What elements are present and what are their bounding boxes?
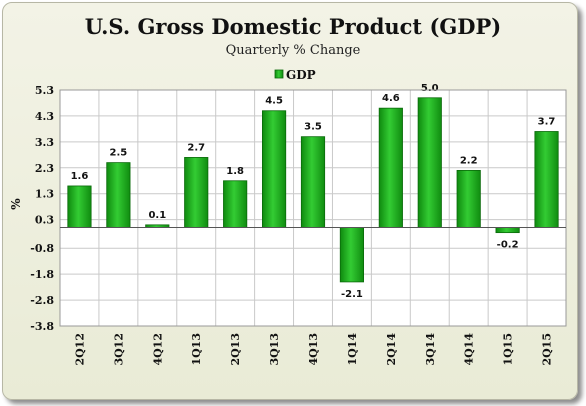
data-label: 4.6 [382, 93, 400, 104]
y-tick-label: -2.8 [30, 294, 54, 307]
x-tick-label: 4Q14 [463, 333, 476, 366]
data-label: 3.7 [538, 116, 556, 127]
data-label: 4.5 [265, 96, 283, 107]
bar-2Q15 [534, 131, 559, 228]
bar-1Q14 [339, 227, 365, 283]
data-label: 0.1 [148, 210, 166, 221]
data-label: -0.2 [497, 240, 519, 251]
data-label: 1.8 [226, 166, 244, 177]
plot-border [59, 89, 567, 327]
y-tick-label: 3.3 [35, 136, 54, 149]
legend-swatch-gdp [274, 69, 284, 79]
x-tick-label: 4Q13 [307, 333, 320, 366]
data-label: 2.7 [187, 142, 205, 153]
y-tick-label: -1.8 [30, 268, 54, 281]
x-tick-label: 1Q15 [502, 333, 515, 366]
data-label: 2.2 [460, 155, 478, 166]
bar-3Q13 [261, 110, 287, 228]
chart-subtitle: Quarterly % Change [225, 43, 361, 58]
bar-2Q13 [223, 180, 248, 228]
x-tick-label: 2Q12 [73, 333, 86, 366]
y-tick-label: 1.3 [35, 188, 54, 201]
axes: 5.3 4.3 3.3 2.3 1.3 0.3 -0.8 -1.8 -2.8 -3.8 2Q12 3Q… [30, 84, 567, 366]
bar-3Q12 [106, 162, 131, 228]
x-tick-label: 2Q13 [229, 333, 242, 366]
chart-title: U.S. Gross Domestic Product (GDP) [84, 14, 502, 39]
bar-1Q13 [184, 157, 209, 228]
y-tick-label: 4.3 [35, 110, 54, 123]
x-tick-label: 1Q14 [346, 333, 359, 366]
data-label: 2.5 [110, 148, 128, 159]
x-tick-label: 2Q14 [385, 333, 398, 366]
data-label: 5.0 [421, 83, 439, 94]
bar-4Q14 [456, 169, 481, 228]
y-tick-label: 5.3 [35, 84, 54, 97]
y-tick-label: -0.8 [30, 242, 54, 255]
data-label: 3.5 [304, 122, 322, 133]
x-tick-label: 4Q12 [151, 333, 164, 366]
bar-2Q14 [378, 107, 403, 228]
bar-1Q15 [495, 227, 520, 234]
y-tick-label: 0.3 [35, 214, 54, 227]
bar-3Q14 [417, 97, 442, 228]
x-tick-label: 3Q13 [268, 333, 281, 366]
x-tick-label: 3Q12 [112, 333, 125, 366]
x-tick-label: 1Q13 [190, 333, 203, 366]
x-tick-label: 3Q14 [424, 333, 437, 366]
bars: 1.6 2.5 0.1 2.7 1.8 4.5 3.5 -2.1 4.6 5.0 2.2 -0.2 3.… [67, 83, 559, 300]
y-axis-label: % [9, 198, 23, 210]
x-tick-label: 2Q15 [541, 333, 554, 366]
y-tick-label: -3.8 [30, 320, 54, 333]
bar-4Q13 [300, 136, 326, 228]
bar-2Q12 [67, 185, 92, 228]
legend: GDP [274, 68, 316, 82]
data-label: -2.1 [341, 289, 363, 300]
data-label: 1.6 [71, 171, 89, 182]
legend-label-gdp: GDP [286, 68, 316, 82]
y-tick-label: 2.3 [35, 162, 54, 175]
